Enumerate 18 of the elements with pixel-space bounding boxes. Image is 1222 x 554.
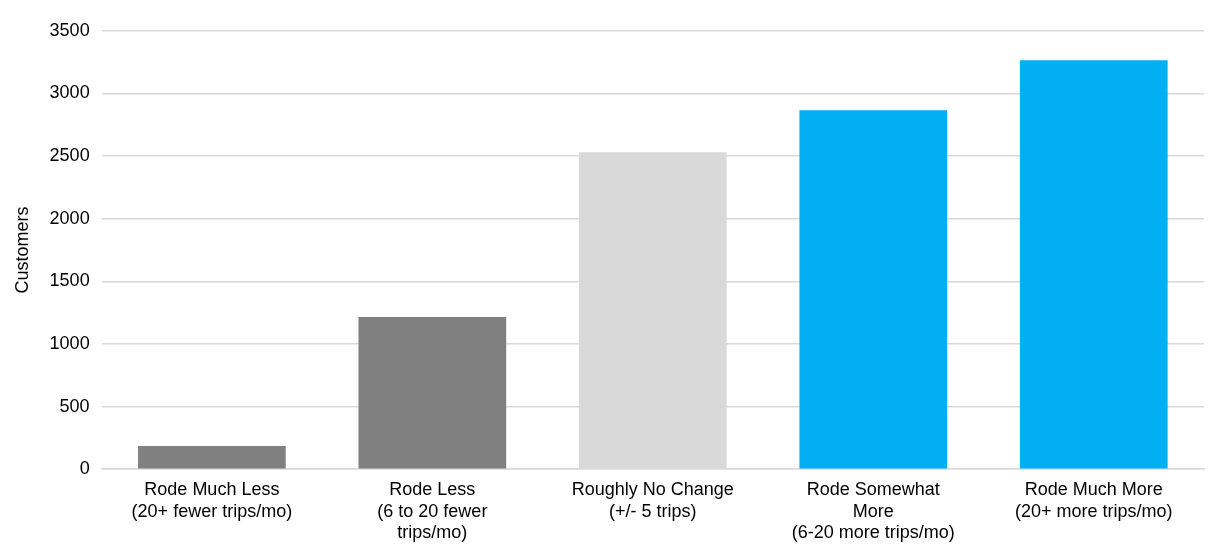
x-tick-label: Rode Much More (20+ more trips/mo) <box>1014 478 1173 521</box>
bar <box>358 317 507 469</box>
y-tick-label: 3000 <box>49 82 90 103</box>
x-tick-label: Rode Somewhat More (6-20 more trips/mo) <box>791 478 955 543</box>
x-tick-label: Rode Less (6 to 20 fewer trips/mo) <box>377 478 488 543</box>
x-tick-label: Rode Much Less (20+ fewer trips/mo) <box>131 478 293 521</box>
bar <box>138 446 286 469</box>
x-tick-label: Roughly No Change (+/- 5 trips) <box>571 478 734 521</box>
y-tick-label: 1000 <box>49 332 90 353</box>
y-tick-label: 1500 <box>49 270 90 291</box>
y-axis-title: Customers <box>11 206 32 294</box>
y-tick-label: 3500 <box>49 19 90 40</box>
y-tick-label: 2500 <box>49 145 90 166</box>
bar <box>1019 60 1168 469</box>
y-tick-label: 0 <box>79 458 90 479</box>
y-tick-label: 500 <box>59 395 90 416</box>
bar <box>799 110 948 469</box>
y-tick-label: 2000 <box>49 207 90 228</box>
